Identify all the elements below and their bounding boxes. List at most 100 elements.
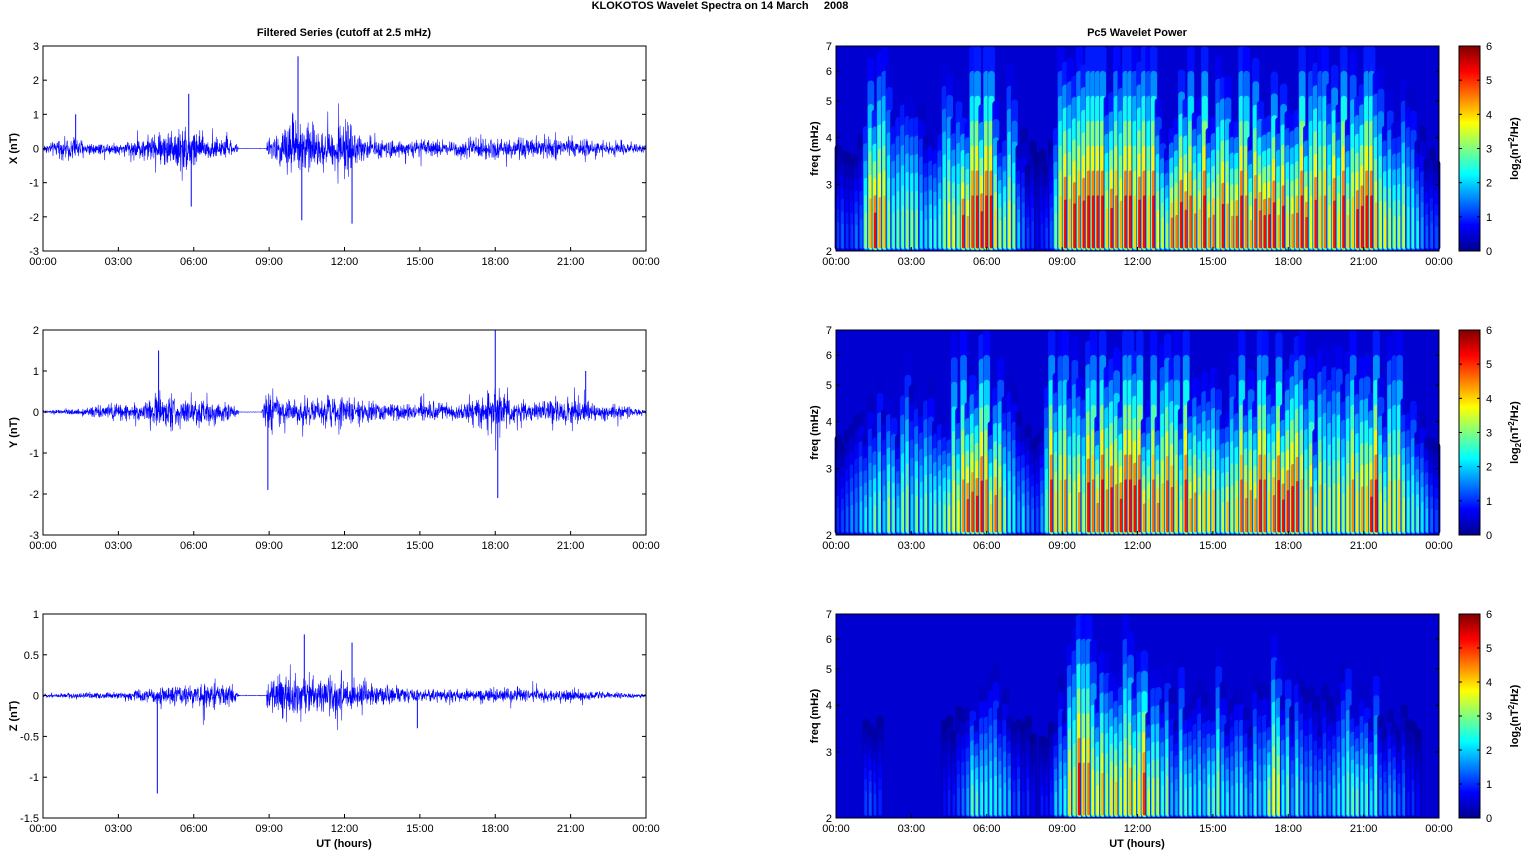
heatmap-cell — [1337, 483, 1341, 533]
heatmap-cell — [1263, 215, 1267, 249]
ytick-label: -3 — [29, 530, 39, 542]
heatmap-cell — [1105, 208, 1109, 249]
heatmap-cell — [962, 479, 966, 533]
heatmap-cell — [836, 507, 840, 533]
series-xtick-label: 06:00 — [180, 823, 208, 835]
heatmap-cell — [1240, 782, 1244, 816]
heatmap-cell — [1147, 789, 1151, 816]
ylabel-freq: freq (mHz) — [809, 405, 821, 460]
colorbar-tick-label: 5 — [1486, 359, 1492, 371]
heatmap-cell — [980, 781, 984, 816]
heatmap-cell — [1328, 784, 1332, 816]
heatmap-cell — [989, 778, 993, 816]
heatmap-cell — [1305, 489, 1309, 533]
heatmap-cell — [1226, 501, 1230, 533]
heatmap-cell — [1124, 195, 1128, 249]
heatmap-cell — [966, 215, 970, 249]
heatmap-cell — [1064, 479, 1068, 533]
heatmap-cell — [1138, 772, 1142, 816]
ytick-label: 0 — [33, 144, 39, 156]
power-xtick-label: 09:00 — [1048, 823, 1076, 835]
heatmap-cell — [948, 790, 952, 816]
heatmap-cell — [897, 209, 901, 249]
heatmap-cell — [999, 487, 1003, 533]
series-line-X — [42, 103, 647, 184]
heatmap-cell — [1221, 780, 1225, 816]
series-xtick-label: 03:00 — [105, 823, 133, 835]
heatmap-cell — [897, 507, 901, 533]
series-panel-X: -3 -2 -1 0 1 2 3 00:00 03:00 06:00 09:00 12:00 15:00… — [8, 41, 660, 268]
series-panel-Y: -3 -2 -1 0 1 2 00:00 03:00 06:00 09:00 12:00 15:00 1… — [8, 325, 660, 552]
heatmap-cell — [878, 196, 882, 249]
heatmap-cell — [1286, 775, 1290, 816]
heatmap-cell — [1379, 200, 1383, 249]
heatmap-cell — [1328, 487, 1332, 533]
heatmap-cell — [1393, 216, 1397, 249]
heatmap-cell — [924, 219, 928, 249]
heatmap-cell — [1342, 195, 1346, 249]
heatmap-cell — [1430, 508, 1434, 533]
heatmap-cell — [1291, 485, 1295, 533]
heatmap-cell — [1333, 788, 1337, 816]
heatmap-cell — [892, 498, 896, 533]
colorbar-tick-label: 5 — [1486, 643, 1492, 655]
power-xtick-label: 00:00 — [1425, 256, 1453, 268]
power-xtick-label: 09:00 — [1048, 256, 1076, 268]
heatmap-cell — [1059, 479, 1063, 533]
heatmap-cell — [1384, 216, 1388, 249]
heatmap-cell — [989, 504, 993, 533]
heatmap-cell — [962, 214, 966, 249]
heatmap-cell — [1198, 209, 1202, 249]
heatmap-cell — [1096, 502, 1100, 533]
heatmap-cell — [1073, 766, 1077, 816]
heatmap-cell — [883, 195, 887, 249]
series-xtick-label: 12:00 — [331, 256, 359, 268]
heatmap-cell — [1133, 780, 1137, 816]
ytick-label: 7 — [826, 609, 832, 621]
series-panels: -3 -2 -1 0 1 2 3 00:00 03:00 06:00 09:00 12:00 15:00… — [8, 41, 660, 835]
heatmap-cell — [1101, 195, 1105, 249]
heatmap-cell — [1207, 787, 1211, 816]
heatmap-cell — [1402, 497, 1406, 533]
heatmap-cell — [1365, 485, 1369, 533]
heatmap-cell — [1272, 768, 1276, 816]
heatmap-cell — [1435, 226, 1439, 249]
heatmap-cell — [1184, 209, 1188, 249]
heatmap-cell — [1323, 482, 1327, 533]
heatmap-cell — [1286, 490, 1290, 533]
xlabel-left: UT (hours) — [316, 838, 372, 850]
ytick-label: 3 — [826, 180, 832, 192]
heatmap-cell — [1411, 207, 1416, 249]
heatmap-cell — [966, 787, 970, 816]
heatmap-cell — [1175, 214, 1179, 249]
colorbar-tick-label: 6 — [1486, 609, 1492, 621]
heatmap-cell — [906, 209, 910, 249]
colorbar-tick-label: 2 — [1486, 745, 1492, 757]
heatmap-cell — [1314, 784, 1318, 816]
heatmap-cell — [1166, 480, 1170, 533]
heatmap-cell — [1022, 506, 1026, 533]
heatmap-cell — [1235, 782, 1239, 816]
ytick-label: -2 — [29, 489, 39, 501]
heatmap-cell — [1050, 220, 1054, 249]
heatmap-cell — [1138, 199, 1142, 249]
colorbar-tick-label: 3 — [1486, 144, 1492, 156]
heatmap-cell — [934, 503, 938, 533]
ytick-label: 2 — [826, 530, 832, 542]
heatmap-cell — [1105, 773, 1109, 816]
power-xtick-label: 03:00 — [898, 540, 926, 552]
heatmap-cell — [1013, 494, 1017, 533]
heatmap-cell — [929, 218, 933, 249]
heatmap-cell — [1115, 781, 1119, 816]
heatmap-cell — [1026, 790, 1031, 816]
colorbar — [1458, 613, 1481, 819]
heatmap-cell — [1370, 790, 1374, 816]
colorbar-tick-label: 4 — [1486, 677, 1492, 689]
heatmap-cell — [1008, 490, 1012, 533]
heatmap-cell — [1360, 781, 1364, 816]
heatmap-cell — [1421, 216, 1425, 249]
heatmap-cell — [920, 210, 924, 249]
heatmap-cell — [952, 480, 956, 533]
heatmap-cell — [878, 491, 882, 533]
heatmap-cell — [1309, 782, 1313, 816]
